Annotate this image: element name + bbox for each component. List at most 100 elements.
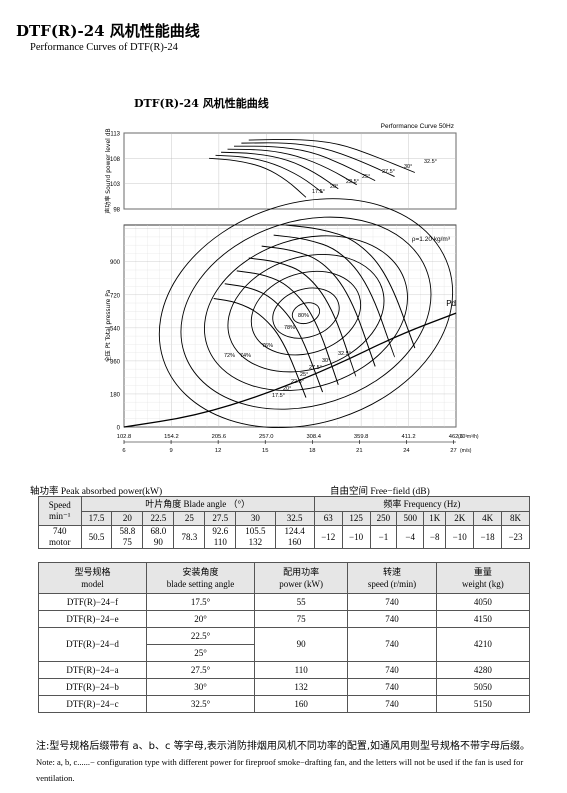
pressure-curve-label: 25°	[300, 372, 308, 378]
power-noise-table: Speed min⁻¹ 叶片角度 Blade angle （°） 频率 Frequ…	[38, 496, 531, 549]
sound-curve	[241, 142, 395, 177]
efficiency-contour	[227, 253, 385, 373]
speed-x-tick-label: 9	[169, 448, 172, 454]
angle-col: 27.5	[204, 511, 237, 526]
pressure-curve-label: 30°	[322, 358, 330, 364]
pressure-y-tick-label: 180	[110, 392, 121, 398]
power-cell: 160	[254, 695, 349, 713]
pressure-curve-label: 20°	[283, 386, 291, 392]
power-cell: 68.0 90	[142, 525, 175, 549]
blade-angle-header: 叶片角度 Blade angle （°）	[80, 496, 315, 512]
efficiency-label: 76%	[262, 343, 273, 349]
flow-x-tick-label: 462.6	[449, 434, 464, 440]
sound-curve-label: 32.5°	[424, 159, 437, 165]
angle-cell: 22.5°	[146, 627, 256, 645]
weight-cell: 4050	[435, 593, 531, 611]
flow-x-tick-label: 154.2	[164, 434, 179, 440]
pressure-y-tick-label: 900	[110, 260, 121, 266]
table-row: DTF(R)−24−c 32.5° 160 740 5150	[37, 695, 531, 713]
note-chinese: 注:型号规格后缀带有 a、b、c 等字母,表示消防排烟用风机不同功率的配置,如通…	[36, 741, 531, 752]
speed-value: 740	[53, 526, 67, 536]
angle-col: 30	[235, 511, 276, 526]
col-header-cn: 配用功率	[283, 567, 320, 577]
speed-x-tick-label: 24	[403, 448, 410, 454]
speed-x-tick-label: 12	[215, 448, 221, 454]
efficiency-contour	[272, 287, 340, 339]
flow-x-tick-label: 205.6	[212, 434, 227, 440]
col-header-en: model	[81, 579, 104, 589]
weight-cell: 4210	[435, 627, 531, 662]
sound-curve-label: 22.5°	[346, 179, 359, 185]
chart-title: DTF(R)-24 风机性能曲线	[134, 96, 269, 110]
speed-motor: motor	[49, 537, 71, 547]
flow-unit-label: (10³m³/h)	[458, 434, 479, 440]
noise-table-caption: 自由空间 Free−field (dB)	[330, 487, 430, 497]
col-header-model: 型号规格 model	[37, 562, 148, 594]
speed-cell: 740	[347, 593, 437, 611]
angle-cell: 32.5°	[146, 695, 256, 713]
power-cell: 50.5	[80, 525, 113, 549]
freq-col: 8K	[501, 511, 530, 526]
angle-col: 20	[111, 511, 144, 526]
pressure-y-tick-label: 720	[110, 293, 121, 299]
sound-curve-label: 25°	[362, 174, 370, 180]
sound-y-tick-label: 98	[113, 208, 120, 214]
angle-cell: 30°	[146, 678, 256, 696]
model-spec-table: 型号规格 model 安装角度 blade setting angle 配用功率 po…	[37, 562, 531, 713]
col-header-cn: 型号规格	[74, 567, 111, 577]
power-cell: 110	[254, 661, 349, 679]
power-cell: 132	[254, 678, 349, 696]
pressure-y-tick-label: 360	[110, 359, 121, 365]
page-title: DTF(R)-24 风机性能曲线	[16, 22, 200, 40]
model-cell: DTF(R)−24−b	[37, 678, 148, 696]
db-cell: −4	[396, 525, 425, 549]
power-cell: 55	[254, 593, 349, 611]
efficiency-contour	[180, 216, 432, 410]
efficiency-contour	[158, 198, 454, 429]
col-header-power: 配用功率 power (kW)	[254, 562, 349, 594]
weight-cell: 4150	[435, 610, 531, 628]
speed-header: Speed min⁻¹	[38, 496, 82, 526]
power-value: 50.5	[88, 531, 105, 542]
angle-col: 22.5	[142, 511, 175, 526]
sound-curve	[221, 151, 339, 190]
efficiency-contour	[291, 302, 321, 325]
efficiency-contour	[203, 235, 408, 391]
col-header-weight: 重量 weight (kg)	[435, 562, 531, 594]
model-cell: DTF(R)−24−d	[37, 627, 148, 662]
chart-subtitle: Performance Curve 50Hz	[381, 123, 454, 130]
db-cell: −8	[423, 525, 447, 549]
sound-curve	[248, 139, 416, 173]
power-motor: 160	[287, 537, 302, 547]
efficiency-label: 72%	[224, 353, 235, 359]
speed-x-tick-label: 21	[356, 448, 362, 454]
performance-chart: DTF(R)-24 风机性能曲线 Performance Curve 50Hz 98…	[104, 96, 479, 454]
col-header-en: power (kW)	[279, 579, 324, 589]
pressure-y-axis-label: 全压 Pt Total pressure Pa	[104, 289, 112, 362]
speed-cell: 740 motor	[38, 525, 82, 549]
table-row: DTF(R)−24−d 22.5° 90 740 4210	[37, 627, 531, 662]
sound-curve-label: 17.5°	[312, 189, 325, 195]
freq-col: 500	[396, 511, 425, 526]
power-value: 68.0	[150, 526, 167, 536]
freq-col: 2K	[445, 511, 475, 526]
power-motor: 132	[248, 537, 263, 547]
sound-curve-label: 20°	[330, 184, 338, 190]
speed-x-tick-label: 27	[450, 448, 456, 454]
model-cell: DTF(R)−24−c	[37, 695, 148, 713]
pressure-curve	[213, 297, 307, 398]
speed-header-line: Speed	[48, 500, 71, 510]
flow-x-tick-label: 102.8	[117, 434, 132, 440]
col-header-speed: 转速 speed (r/min)	[347, 562, 437, 594]
col-header-cn: 转速	[382, 567, 401, 577]
weight-cell: 4280	[435, 661, 531, 679]
efficiency-contour	[250, 270, 362, 356]
angle-cell: 17.5°	[146, 593, 256, 611]
power-motor: 110	[213, 537, 227, 547]
efficiency-label: 74%	[240, 353, 251, 359]
db-cell: −23	[501, 525, 530, 549]
db-cell: −12	[313, 525, 343, 549]
weight-cell: 5050	[435, 678, 531, 696]
power-value: 78.3	[181, 531, 198, 542]
col-header-en: speed (r/min)	[367, 579, 417, 589]
